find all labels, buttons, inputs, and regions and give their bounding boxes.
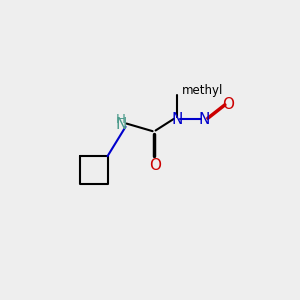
Text: N: N xyxy=(116,117,127,132)
Text: methyl: methyl xyxy=(182,84,223,97)
Text: H: H xyxy=(115,113,125,126)
Text: O: O xyxy=(149,158,161,173)
Text: N: N xyxy=(199,112,210,127)
Text: O: O xyxy=(222,97,234,112)
Text: N: N xyxy=(171,112,182,127)
